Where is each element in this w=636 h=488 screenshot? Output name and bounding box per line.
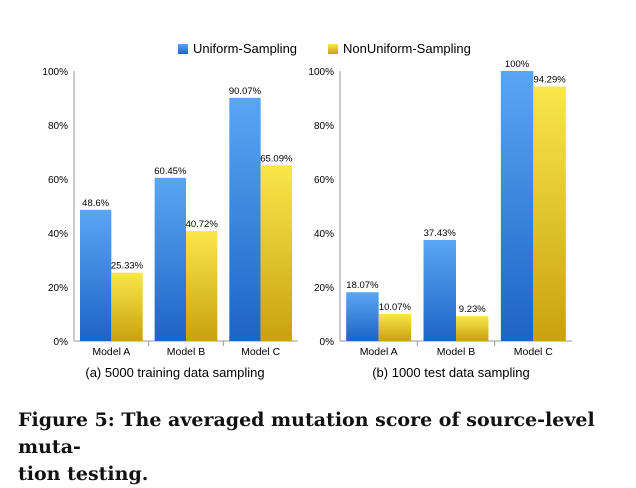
y-tick-label: 80% bbox=[314, 121, 334, 132]
y-tick-label: 20% bbox=[48, 283, 68, 294]
y-tick-label: 40% bbox=[48, 229, 68, 240]
y-tick-label: 100% bbox=[308, 67, 334, 78]
caption-line-1: Figure 5: The averaged mutation score of… bbox=[18, 409, 595, 458]
y-tick-label: 60% bbox=[314, 175, 334, 186]
bar-uniform bbox=[423, 239, 456, 341]
bar-uniform bbox=[229, 97, 261, 341]
y-tick-label: 0% bbox=[54, 337, 69, 348]
data-label: 10.07% bbox=[379, 302, 412, 313]
data-label: 60.45% bbox=[154, 166, 187, 177]
y-tick-label: 80% bbox=[48, 121, 68, 132]
bar-nonuniform bbox=[260, 165, 293, 341]
data-label: 65.09% bbox=[260, 153, 293, 164]
data-label: 94.29% bbox=[533, 74, 566, 85]
x-tick-label: Model C bbox=[514, 346, 554, 358]
y-tick-label: 60% bbox=[48, 175, 68, 186]
data-label: 40.72% bbox=[186, 219, 219, 230]
bar-uniform bbox=[346, 292, 379, 341]
data-label: 90.07% bbox=[229, 86, 262, 97]
y-tick-label: 20% bbox=[314, 283, 334, 294]
x-tick-label: Model A bbox=[92, 346, 130, 358]
x-tick-label: Model C bbox=[241, 346, 281, 358]
data-label: 9.23% bbox=[459, 304, 486, 315]
chart-test-sampling: (b) 1000 test data sampling 0% 20% 40% 60% 8… bbox=[308, 59, 572, 380]
figure-charts: Uniform-Sampling NonUniform-Sampling (a)… bbox=[42, 41, 572, 380]
legend-label-uniform: Uniform-Sampling bbox=[193, 41, 297, 56]
bar-nonuniform bbox=[456, 316, 489, 341]
bar-nonuniform bbox=[378, 313, 412, 341]
data-label: 37.43% bbox=[424, 228, 457, 239]
bar-uniform bbox=[79, 209, 112, 341]
legend-swatch-uniform bbox=[178, 44, 188, 54]
bar-uniform bbox=[154, 177, 186, 341]
chart-subtitle: (a) 5000 training data sampling bbox=[85, 365, 264, 380]
x-tick-label: Model A bbox=[360, 346, 398, 358]
y-tick-label: 0% bbox=[320, 337, 335, 348]
data-label: 18.07% bbox=[346, 280, 379, 291]
y-tick-label: 100% bbox=[42, 67, 68, 78]
y-tick-label: 40% bbox=[314, 229, 334, 240]
legend: Uniform-Sampling NonUniform-Sampling bbox=[178, 41, 471, 56]
data-label: 100% bbox=[505, 59, 530, 70]
bar-nonuniform bbox=[533, 86, 566, 342]
x-tick-label: Model B bbox=[167, 346, 206, 358]
chart-subtitle: (b) 1000 test data sampling bbox=[372, 365, 530, 380]
bar-nonuniform bbox=[111, 272, 143, 341]
figure-caption: Figure 5: The averaged mutation score of… bbox=[18, 407, 623, 488]
x-tick-label: Model B bbox=[437, 346, 476, 358]
bar-nonuniform bbox=[186, 231, 218, 341]
legend-swatch-nonuniform bbox=[328, 44, 338, 54]
bar-uniform bbox=[500, 71, 534, 341]
legend-label-nonuniform: NonUniform-Sampling bbox=[343, 41, 471, 56]
data-label: 25.33% bbox=[111, 261, 144, 272]
data-label: 48.6% bbox=[82, 198, 109, 209]
chart-training-sampling: (a) 5000 training data sampling 0% 20% 40%… bbox=[42, 67, 298, 380]
caption-line-2: tion testing. bbox=[18, 463, 149, 485]
